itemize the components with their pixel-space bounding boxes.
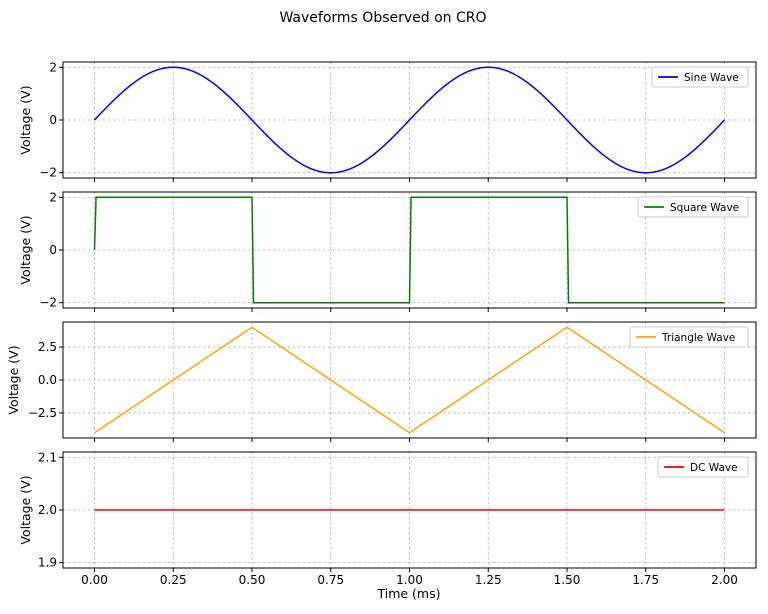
y-tick-label: 2.1 xyxy=(38,450,57,464)
legend: DC Wave xyxy=(657,456,749,478)
subplot-4: 1.9 2.0 2.1 0.00 0.25 0.50 0.75 1.00 1.25 1.50 1.7… xyxy=(18,450,757,587)
legend-label: Sine Wave xyxy=(684,72,739,84)
legend-box xyxy=(637,196,749,218)
legend-box xyxy=(657,456,749,478)
y-tick-label: 2 xyxy=(49,60,57,74)
y-tick-label: 2.5 xyxy=(38,340,57,354)
y-tick-label: 0 xyxy=(49,113,57,127)
legend-label: DC Wave xyxy=(690,462,738,474)
series-line-triangle-wave xyxy=(94,326,725,434)
x-tick-label: 0.50 xyxy=(239,573,266,587)
y-tick-label: 2 xyxy=(49,190,57,204)
subplot-1: −2 0 2 Voltage (V) Sine Wave xyxy=(18,60,757,182)
x-tick-label: 1.00 xyxy=(396,573,423,587)
legend: Triangle Wave xyxy=(629,326,749,348)
x-tick-label: 1.50 xyxy=(554,573,581,587)
subplots-container: −2 0 2 Voltage (V) Sine Wave −2 0 2 Voltage (V) S… xyxy=(6,60,757,587)
subplot-3: −2.5 0.0 2.5 Voltage (V) Triangle Wave xyxy=(6,321,757,442)
legend: Square Wave xyxy=(637,196,749,218)
series-line-sine-wave xyxy=(93,66,726,174)
legend-label: Square Wave xyxy=(670,202,739,214)
subplot-2: −2 0 2 Voltage (V) Square Wave xyxy=(18,190,757,312)
y-tick-label: 1.9 xyxy=(38,556,57,570)
legend-box xyxy=(629,326,749,348)
y-tick-label: 0.0 xyxy=(38,373,57,387)
x-tick-label: 2.00 xyxy=(711,573,738,587)
legend: Sine Wave xyxy=(651,66,749,88)
y-tick-label: −2 xyxy=(39,166,57,180)
y-tick-label: −2.5 xyxy=(28,406,57,420)
y-axis-label: Voltage (V) xyxy=(18,475,33,544)
x-tick-label: 1.75 xyxy=(632,573,659,587)
y-tick-label: −2 xyxy=(39,296,57,310)
y-axis-label: Voltage (V) xyxy=(18,85,33,154)
legend-label: Triangle Wave xyxy=(661,332,735,344)
x-tick-label: 0.25 xyxy=(160,573,187,587)
x-tick-label: 0.00 xyxy=(81,573,108,587)
x-axis-label: Time (ms) xyxy=(376,586,440,601)
y-tick-label: 0 xyxy=(49,243,57,257)
x-tick-label: 0.75 xyxy=(317,573,344,587)
y-tick-label: 2.0 xyxy=(38,503,57,517)
y-axis-label: Voltage (V) xyxy=(6,345,21,414)
chart-title: Waveforms Observed on CRO xyxy=(279,10,486,26)
x-tick-label: 1.25 xyxy=(475,573,502,587)
series-line-square-wave xyxy=(93,196,725,304)
y-axis-label: Voltage (V) xyxy=(18,215,33,284)
legend-box xyxy=(651,66,749,88)
